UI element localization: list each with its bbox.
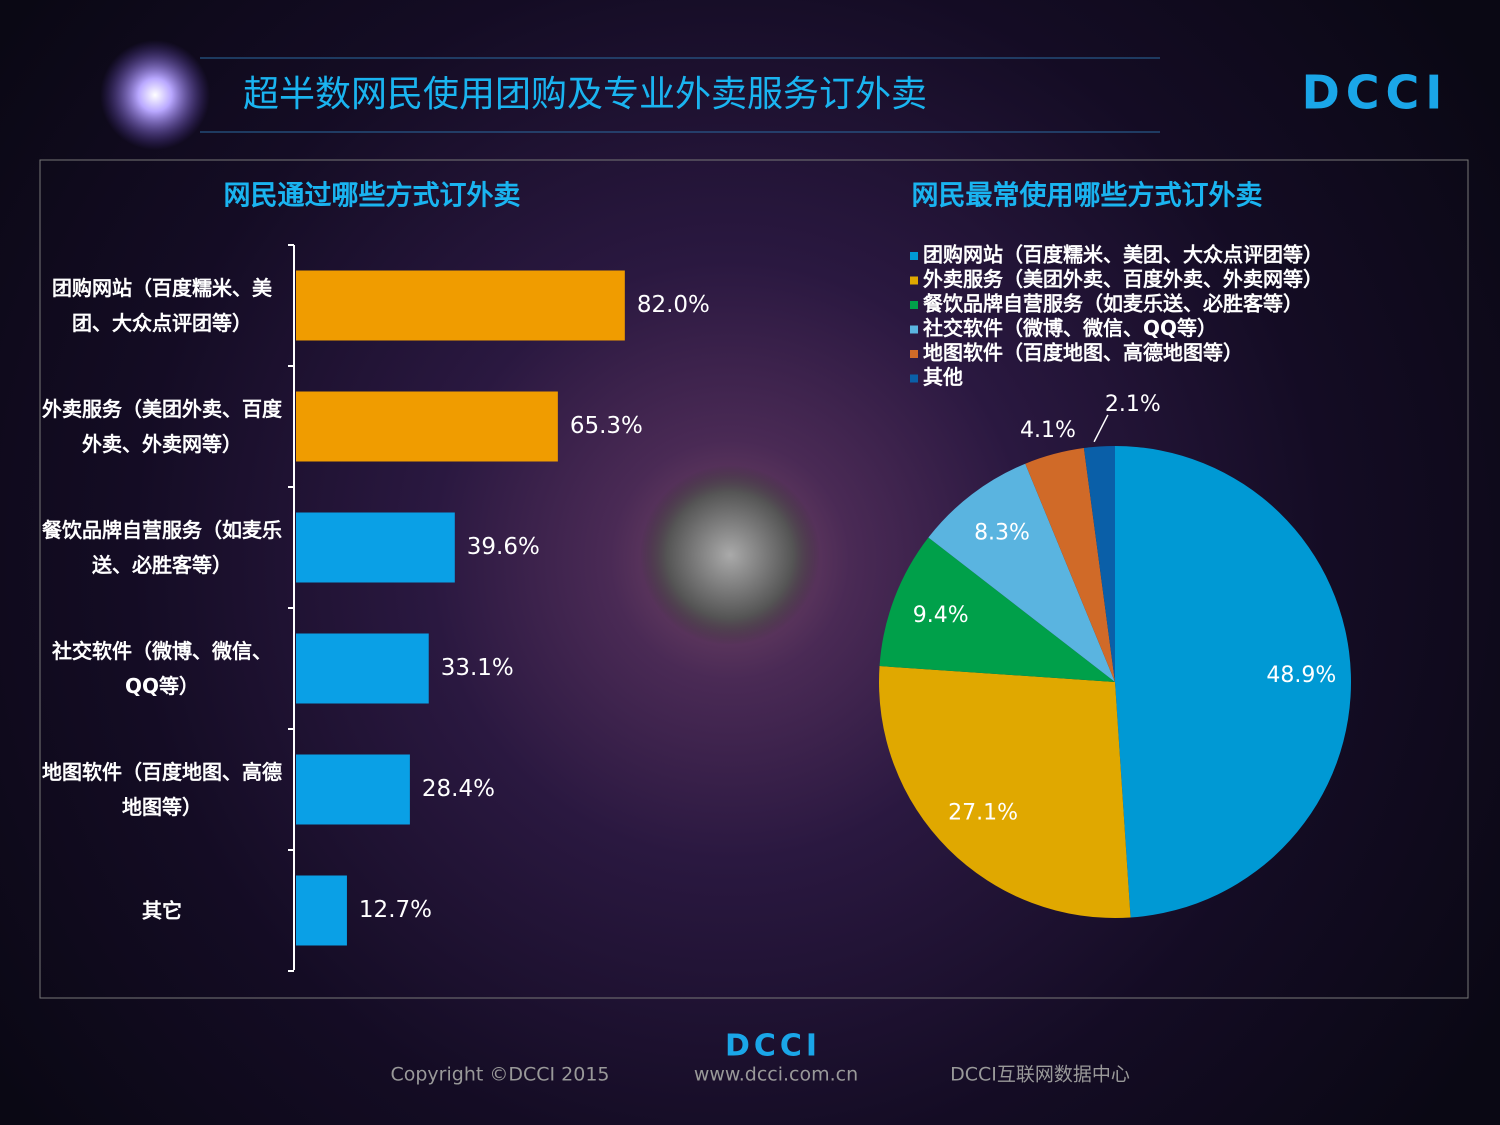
data-label: 82.0%: [637, 292, 710, 318]
copyright: Copyright ©DCCI 2015: [390, 1064, 609, 1086]
legend-label: 地图软件（百度地图、高德地图等）: [923, 341, 1243, 365]
pie-slice: [879, 537, 1115, 682]
legend-marker: [910, 301, 918, 309]
bar: [296, 754, 410, 825]
category-label: 外卖服务（美团外卖、百度外卖、外卖网等）: [42, 396, 282, 456]
leader-line: [1093, 414, 1109, 443]
legend-label: 餐饮品牌自营服务（如麦乐送、必胜客等）: [923, 292, 1303, 316]
legend-label: 社交软件（微博、微信、QQ等）: [922, 316, 1217, 340]
bar: [296, 633, 429, 704]
data-label: 27.1%: [948, 801, 1018, 826]
chart-title: 网民通过哪些方式订外卖: [224, 180, 521, 212]
pie-slice: [1025, 448, 1115, 682]
data-label: 4.1%: [1020, 418, 1076, 443]
data-label: 9.4%: [913, 603, 969, 628]
panel-frame: [39, 159, 1469, 999]
page-title: 超半数网民使用团购及专业外卖服务订外卖: [243, 74, 927, 115]
data-label: 39.6%: [467, 534, 540, 560]
logo: DCCI: [1302, 66, 1449, 120]
data-label: 8.3%: [974, 521, 1030, 546]
decor: [100, 40, 210, 150]
pie-slice: [1115, 446, 1351, 918]
legend-marker: [910, 374, 918, 383]
legend-marker: [910, 252, 918, 260]
bar: [296, 512, 455, 583]
category-label: 地图软件（百度地图、高德地图等）: [42, 759, 282, 819]
org: DCCI互联网数据中心: [950, 1064, 1130, 1086]
data-label: 28.4%: [422, 776, 495, 802]
url: www.dcci.com.cn: [694, 1064, 858, 1086]
pie-slice: [1083, 446, 1115, 682]
pie-slice: [928, 463, 1115, 682]
data-label: 12.7%: [359, 897, 432, 923]
decor: [640, 465, 820, 645]
category-label: 社交软件（微博、微信、QQ等）: [52, 638, 272, 698]
bar: [296, 875, 347, 946]
legend-label: 其他: [923, 365, 963, 389]
bar: [296, 270, 625, 341]
category-label: 餐饮品牌自营服务（如麦乐送、必胜客等）: [42, 517, 282, 577]
legend-marker: [910, 325, 918, 334]
legend-label: 团购网站（百度糯米、美团、大众点评团等）: [923, 243, 1323, 267]
data-label: 65.3%: [570, 413, 643, 439]
footer-logo: DCCI: [725, 1029, 821, 1064]
bar: [296, 391, 558, 462]
data-label: 33.1%: [441, 655, 514, 681]
legend-label: 外卖服务（美团外卖、百度外卖、外卖网等）: [923, 267, 1323, 291]
category-label: 团购网站（百度糯米、美团、大众点评团等）: [52, 275, 272, 335]
category-label: 其它: [142, 898, 182, 922]
pie-slice: [879, 666, 1131, 918]
legend-marker: [910, 350, 918, 358]
data-label: 48.9%: [1266, 663, 1336, 688]
chart-title: 网民最常使用哪些方式订外卖: [912, 180, 1263, 212]
data-label: 2.1%: [1105, 392, 1161, 417]
legend-marker: [910, 276, 918, 285]
